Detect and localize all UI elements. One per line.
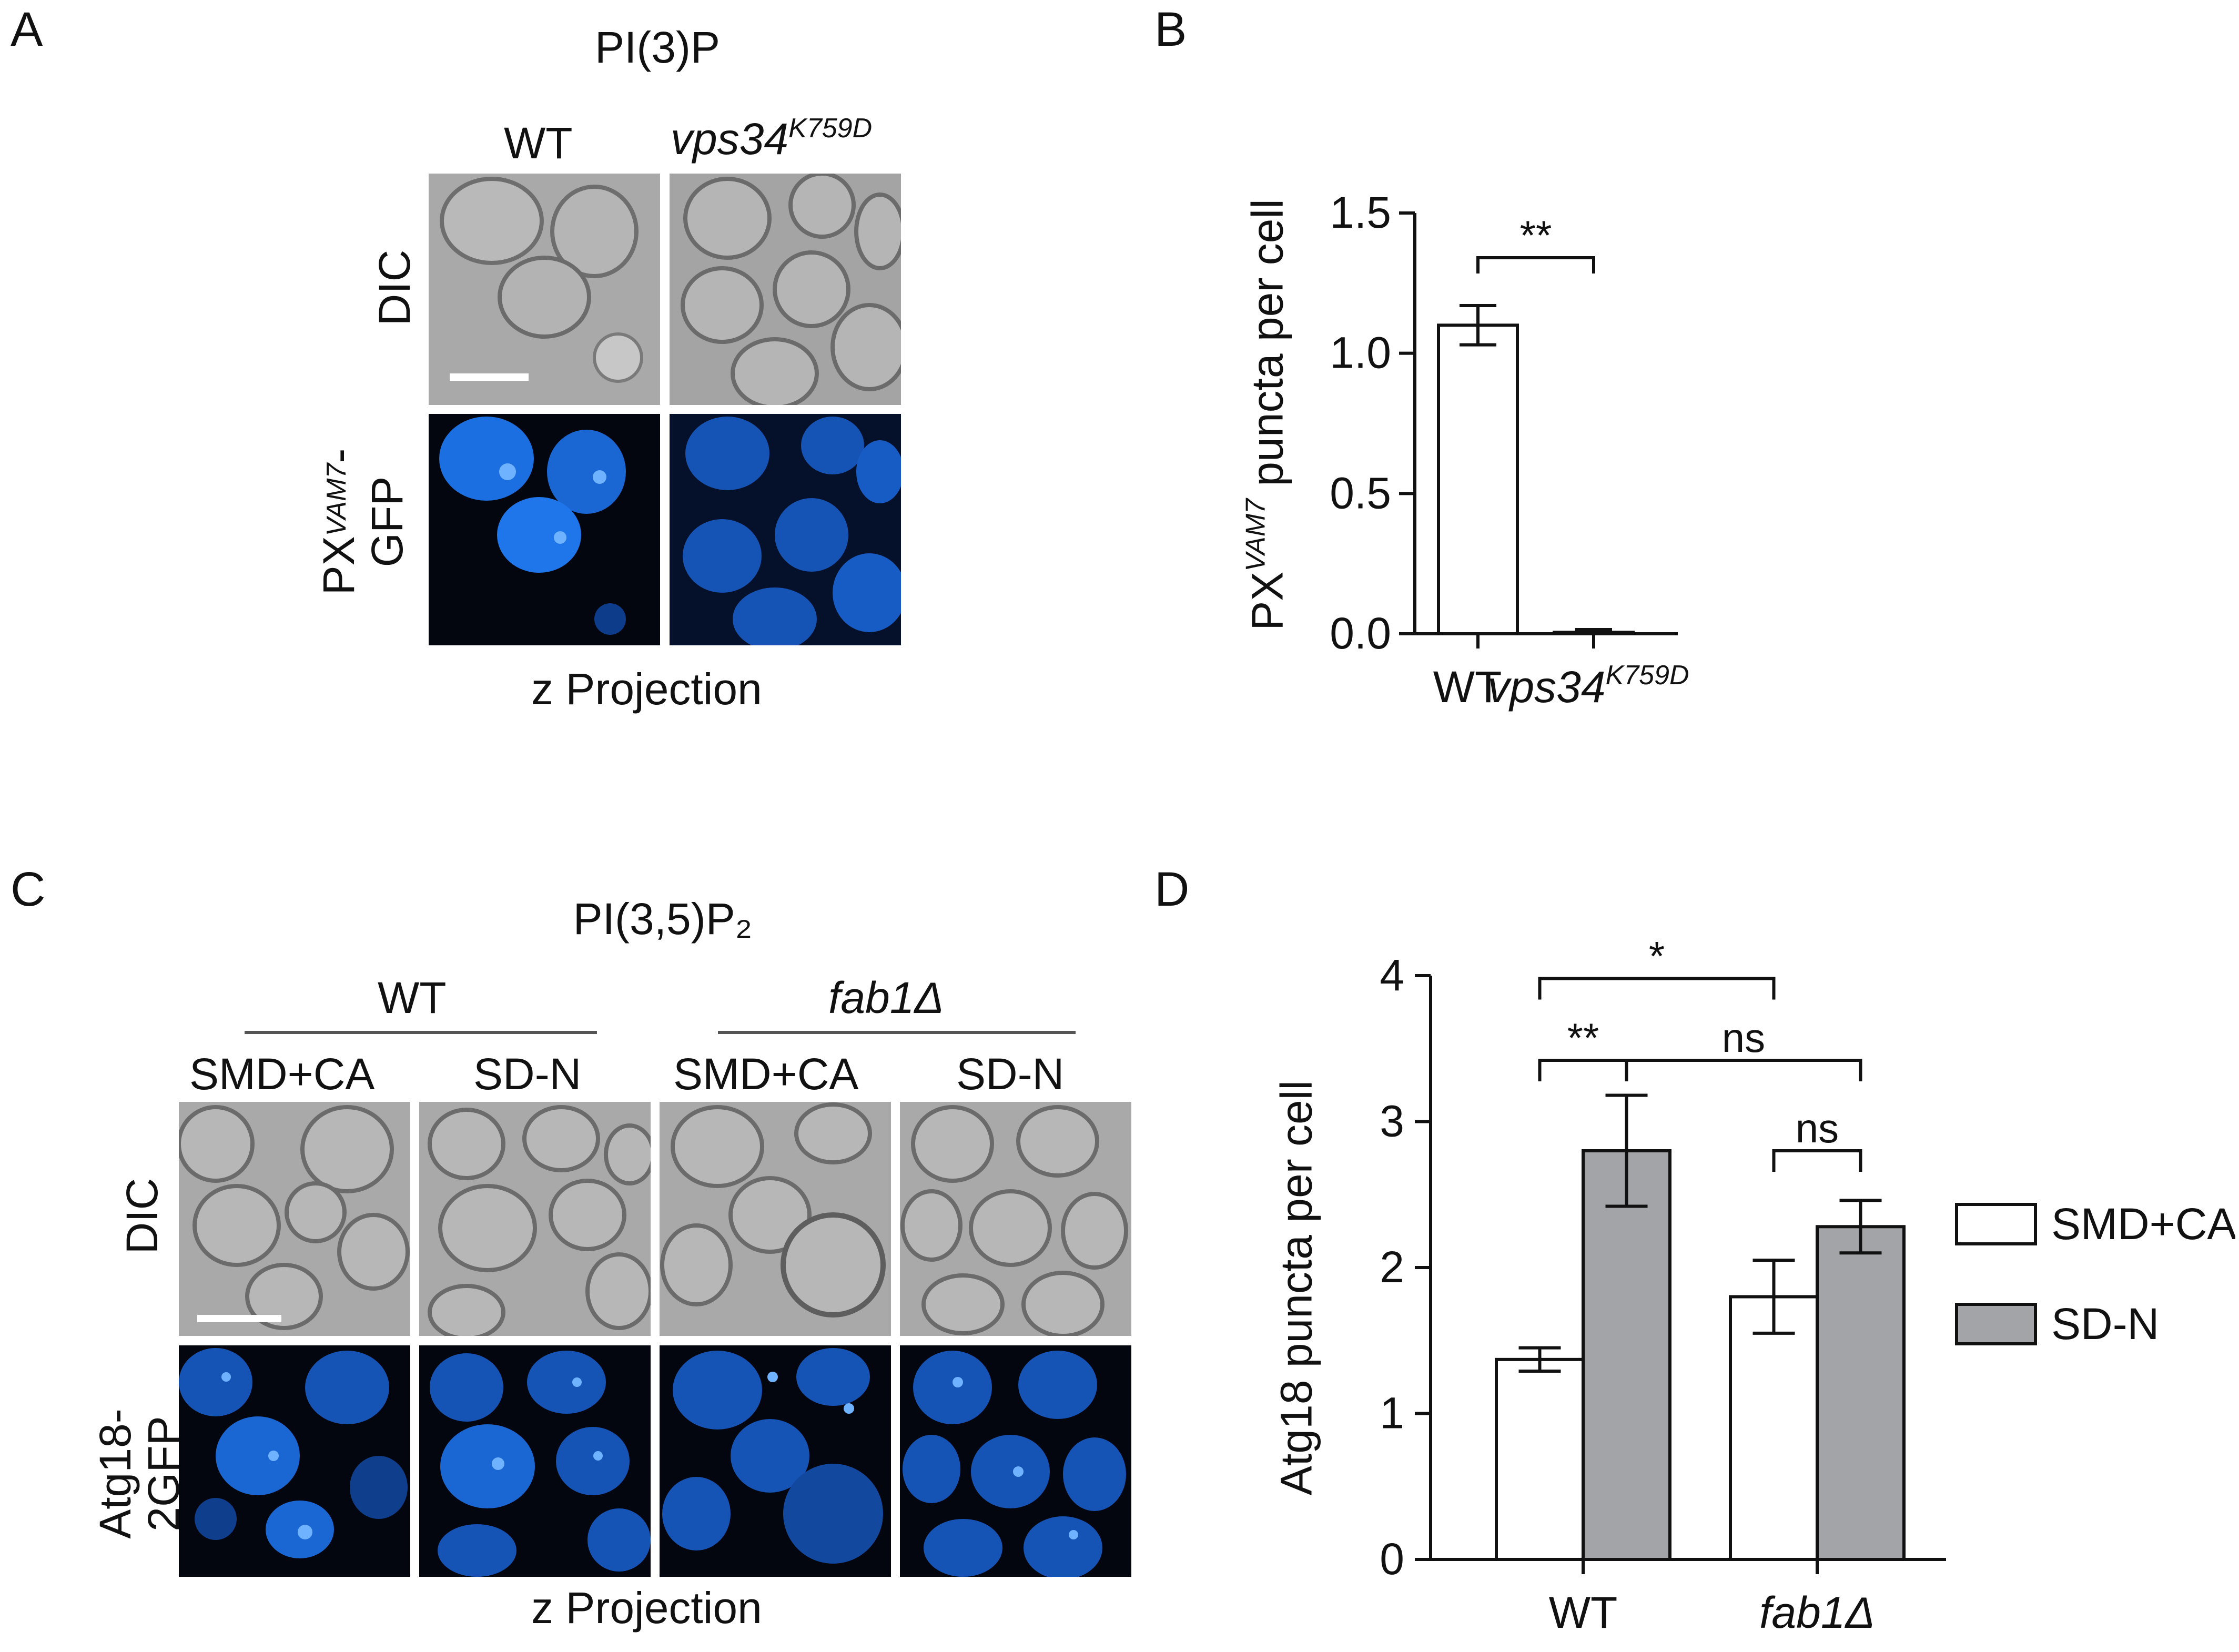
chart-b-xtick-label: vps34K759D — [1487, 660, 1689, 712]
chart-d-significance-label: ** — [1567, 1015, 1599, 1061]
chart-d-bar-sdn — [1816, 1225, 1906, 1561]
panel-a-row-dic: DIC — [370, 249, 419, 326]
chart-d-significance — [1625, 1058, 1862, 1081]
chart-d-ytick-label: 4 — [1380, 950, 1404, 1000]
panel-c-dic-mutant-sdn-image — [900, 1102, 1131, 1336]
chart-d-ytick-label: 3 — [1380, 1097, 1404, 1146]
chart-d-legend-label-smdca: SMD+CA — [2051, 1199, 2235, 1249]
panel-letter-a: A — [11, 3, 43, 56]
panel-c-row-gfp: Atg18- 2GFP — [90, 1369, 188, 1579]
panel-c-title: PI(3,5)P₂ — [573, 894, 753, 944]
chart-d-legend-swatch-sdn — [1955, 1303, 2037, 1345]
chart-b-error-bar — [1460, 304, 1496, 347]
panel-c-gfp-mutant-smd-image — [660, 1345, 891, 1577]
panel-a-gfp-wt-image — [429, 414, 660, 645]
chart-d-ytick-label: 1 — [1380, 1389, 1404, 1438]
panel-c-dic-mutant-smd-image — [660, 1102, 891, 1336]
chart-b-ytick-label: 1.0 — [1330, 328, 1391, 378]
chart-d-bar-sdn — [1582, 1149, 1671, 1561]
panel-c-dic-wt-smd-image — [179, 1102, 410, 1336]
panel-a-footer: z Projection — [531, 664, 762, 714]
chart-b-ylabel: PXVAM7 puncta per cell — [1240, 199, 1292, 631]
chart-d-ytick-label: 2 — [1380, 1242, 1404, 1292]
panel-a-row-gfp-line2: GFP — [362, 476, 412, 567]
chart-d-legend-swatch-smdca — [1955, 1203, 2037, 1245]
chart-d-xtick-label: fab1Δ — [1759, 1588, 1875, 1637]
chart-d-significance-label: ns — [1722, 1015, 1765, 1061]
chart-d-significance — [1538, 977, 1776, 1000]
chart-b-significance — [1476, 256, 1595, 273]
panel-a-col-mutant-base: vps34 — [671, 114, 789, 164]
chart-b-significance-label: ** — [1520, 212, 1552, 258]
chart-b-ytick-label: 0.0 — [1330, 609, 1391, 658]
chart-b-bar — [1437, 323, 1519, 636]
panel-c-gfp-wt-sdn-image — [419, 1345, 651, 1577]
panel-letter-b: B — [1154, 3, 1187, 56]
chart-b-ytick-label: 0.5 — [1330, 468, 1391, 518]
panel-a-dic-wt-image — [429, 174, 660, 405]
panel-c-gfp-wt-smd-image — [179, 1345, 410, 1577]
chart-d-significance — [1772, 1149, 1862, 1172]
panel-letter-c: C — [11, 863, 46, 916]
panel-a-dic-mutant-image — [670, 174, 901, 405]
chart-b-xtick-label: WT — [1433, 662, 1502, 712]
chart-d-error-bar — [1839, 1199, 1882, 1255]
scale-bar — [197, 1315, 281, 1322]
panel-c-row-gfp-line1: Atg18- — [90, 1408, 140, 1539]
panel-c-col-1: SMD+CA — [189, 1049, 375, 1099]
chart-b-ytick-label: 1.5 — [1330, 188, 1391, 237]
panel-c-dic-wt-sdn-image — [419, 1102, 651, 1336]
panel-a-col-wt: WT — [504, 118, 573, 168]
panel-c-group-wt: WT — [378, 973, 447, 1022]
panel-a-col-mutant: vps34K759D — [671, 114, 872, 164]
chart-d-error-bar — [1518, 1346, 1561, 1373]
panel-c-col-2: SD-N — [473, 1049, 582, 1099]
chart-d-xtick-label: WT — [1549, 1588, 1618, 1637]
panel-a-col-mutant-sup: K759D — [788, 113, 873, 144]
chart-d-ytick-label: 0 — [1380, 1534, 1404, 1584]
chart-d-ylabel: Atg18 puncta per cell — [1271, 1080, 1321, 1496]
chart-d-significance — [1538, 1058, 1628, 1081]
chart-d-legend-label-sdn: SD-N — [2051, 1299, 2159, 1349]
panel-c-group-mutant-line — [718, 1031, 1076, 1034]
panel-c-group-mutant: fab1Δ — [828, 973, 944, 1022]
chart-d-bar-smdca — [1729, 1295, 1819, 1561]
chart-d-significance-label: ns — [1796, 1105, 1839, 1151]
scale-bar — [450, 373, 529, 381]
chart-d-significance-label: * — [1649, 933, 1665, 979]
chart-d-error-bar — [1605, 1093, 1648, 1208]
panel-a-row-gfp-line1: PXVAM7- — [314, 448, 363, 595]
panel-a-title: PI(3)P — [594, 23, 721, 72]
panel-c-col-3: SMD+CA — [673, 1049, 859, 1099]
panel-letter-d: D — [1154, 863, 1190, 916]
panel-c-col-4: SD-N — [956, 1049, 1065, 1099]
chart-d-bar-smdca — [1495, 1357, 1585, 1561]
chart-d-error-bar — [1752, 1259, 1795, 1335]
panel-c-footer: z Projection — [531, 1583, 762, 1633]
panel-a-row-gfp: PXVAM7- GFP — [314, 411, 412, 632]
panel-c-gfp-mutant-sdn-image — [900, 1345, 1131, 1577]
panel-c-row-dic: DIC — [117, 1178, 167, 1254]
panel-a-gfp-mutant-image — [670, 414, 901, 645]
panel-c-group-wt-line — [245, 1031, 597, 1034]
